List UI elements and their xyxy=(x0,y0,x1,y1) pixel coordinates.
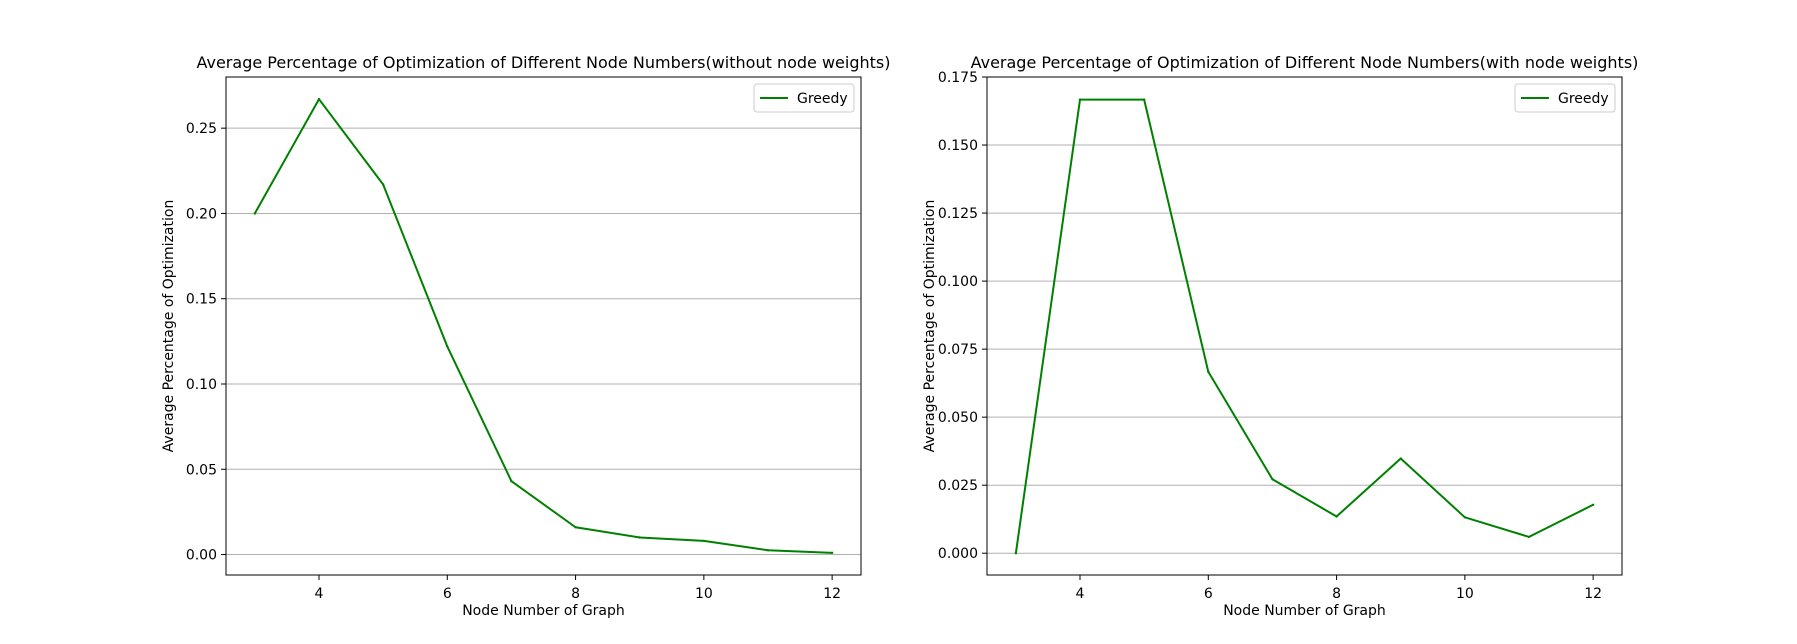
y-tick-label: 0.20 xyxy=(186,206,217,222)
y-tick-label: 0.10 xyxy=(186,377,217,393)
y-tick-label: 0.150 xyxy=(938,138,978,154)
data-point xyxy=(574,526,577,529)
x-tick-label: 10 xyxy=(695,586,713,602)
x-tick-label: 6 xyxy=(1204,586,1213,602)
y-tick-label: 0.025 xyxy=(938,478,978,494)
data-point xyxy=(317,97,321,101)
legend-box xyxy=(753,83,855,113)
data-point xyxy=(1207,370,1210,373)
y-tick-label: 0.075 xyxy=(938,342,978,358)
data-point xyxy=(766,549,770,552)
legend-box xyxy=(1514,83,1616,113)
y-tick-label: 0.100 xyxy=(938,274,978,290)
x-tick-label: 8 xyxy=(1332,586,1341,602)
data-point xyxy=(1591,503,1595,506)
x-tick-label: 12 xyxy=(1584,586,1602,602)
y-tick-label: 0.050 xyxy=(938,410,978,426)
plot-frame xyxy=(986,76,1623,576)
x-tick-label: 10 xyxy=(1456,586,1474,602)
y-tick-label: 0.000 xyxy=(938,546,978,562)
x-tick-label: 4 xyxy=(1076,586,1085,602)
y-axis-label: Average Percentage of Optimization xyxy=(922,200,938,453)
x-axis-label: Node Number of Graph xyxy=(1223,603,1386,619)
data-point xyxy=(1142,98,1146,101)
x-tick-label: 8 xyxy=(571,586,580,602)
data-point xyxy=(1014,552,1018,555)
data-point xyxy=(830,551,834,555)
y-tick-label: 0.15 xyxy=(186,292,217,308)
data-point xyxy=(510,479,513,483)
legend-label: Greedy xyxy=(797,91,848,107)
legend: Greedy xyxy=(753,83,855,113)
y-tick-label: 0.125 xyxy=(938,206,978,222)
y-axis-label: Average Percentage of Optimization xyxy=(161,200,177,453)
legend: Greedy xyxy=(1514,83,1616,113)
data-point xyxy=(1463,516,1467,519)
data-point xyxy=(1527,535,1531,539)
data-point xyxy=(1335,515,1338,518)
plot-frame xyxy=(225,76,862,576)
y-tick-label: 0.00 xyxy=(186,548,217,564)
y-tick-label: 0.175 xyxy=(938,70,978,86)
data-point xyxy=(1271,478,1274,481)
y-tick-label: 0.25 xyxy=(186,121,217,137)
x-tick-label: 6 xyxy=(443,586,452,602)
y-tick-label: 0.05 xyxy=(186,462,217,478)
x-tick-label: 12 xyxy=(823,586,841,602)
data-point xyxy=(638,536,641,539)
chart-title: Average Percentage of Optimization of Di… xyxy=(196,53,890,72)
x-tick-label: 4 xyxy=(315,586,324,602)
series-line-greedy xyxy=(253,98,833,554)
data-point xyxy=(1078,98,1082,101)
series-line-greedy xyxy=(1014,98,1594,554)
chart-right: 0.000 0.025 0.050 0.075 0.100 0.125 0.150 0.175… xyxy=(922,53,1638,619)
legend-label: Greedy xyxy=(1558,91,1609,107)
data-point xyxy=(253,212,257,215)
data-point xyxy=(381,183,385,186)
data-point xyxy=(1399,457,1402,460)
x-axis-label: Node Number of Graph xyxy=(462,603,625,619)
data-point xyxy=(446,345,449,348)
chart-title: Average Percentage of Optimization of Di… xyxy=(971,53,1639,72)
chart-left: 0.00 0.05 0.10 0.15 0.20 0.25 4 6 8 10 12 Average P… xyxy=(161,53,891,619)
data-point xyxy=(702,539,706,543)
